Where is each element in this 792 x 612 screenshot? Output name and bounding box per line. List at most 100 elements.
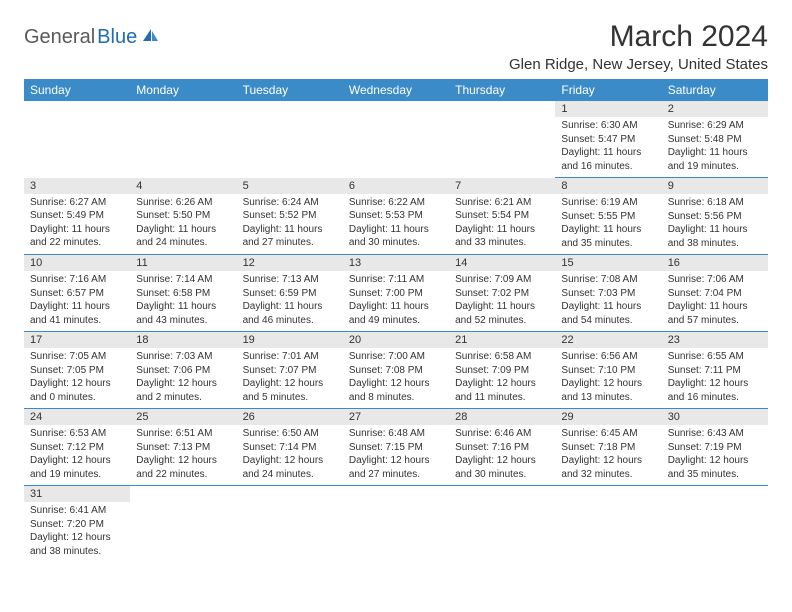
day-number: 13 xyxy=(343,255,449,271)
day-data: Sunrise: 7:16 AMSunset: 6:57 PMDaylight:… xyxy=(24,271,130,331)
logo-text-general: General xyxy=(24,26,95,49)
day-daylight: Daylight: 11 hours and 38 minutes. xyxy=(668,223,762,250)
day-daylight: Daylight: 11 hours and 27 minutes. xyxy=(243,223,337,250)
day-sunrise: Sunrise: 6:53 AM xyxy=(30,427,124,441)
day-daylight: Daylight: 11 hours and 19 minutes. xyxy=(668,146,762,173)
day-number: 23 xyxy=(662,332,768,348)
day-number: 2 xyxy=(662,101,768,117)
day-sunset: Sunset: 7:04 PM xyxy=(668,287,762,301)
day-daylight: Daylight: 11 hours and 54 minutes. xyxy=(561,300,655,327)
day-number: 3 xyxy=(24,178,130,194)
day-daylight: Daylight: 12 hours and 30 minutes. xyxy=(455,454,549,481)
calendar-cell xyxy=(237,486,343,563)
header: General Blue March 2024 Glen Ridge, New … xyxy=(24,20,768,73)
day-number: 26 xyxy=(237,409,343,425)
day-data: Sunrise: 6:48 AMSunset: 7:15 PMDaylight:… xyxy=(343,425,449,485)
calendar-cell: 16Sunrise: 7:06 AMSunset: 7:04 PMDayligh… xyxy=(662,255,768,332)
day-daylight: Daylight: 12 hours and 11 minutes. xyxy=(455,377,549,404)
weekday-header: Monday xyxy=(130,79,236,101)
day-sunset: Sunset: 7:13 PM xyxy=(136,441,230,455)
day-data: Sunrise: 6:18 AMSunset: 5:56 PMDaylight:… xyxy=(662,194,768,254)
calendar-cell xyxy=(449,101,555,178)
day-daylight: Daylight: 11 hours and 30 minutes. xyxy=(349,223,443,250)
calendar-cell: 19Sunrise: 7:01 AMSunset: 7:07 PMDayligh… xyxy=(237,332,343,409)
day-daylight: Daylight: 11 hours and 43 minutes. xyxy=(136,300,230,327)
day-daylight: Daylight: 12 hours and 2 minutes. xyxy=(136,377,230,404)
calendar-cell: 29Sunrise: 6:45 AMSunset: 7:18 PMDayligh… xyxy=(555,409,661,486)
day-data: Sunrise: 6:50 AMSunset: 7:14 PMDaylight:… xyxy=(237,425,343,485)
calendar-row: 3Sunrise: 6:27 AMSunset: 5:49 PMDaylight… xyxy=(24,178,768,255)
day-data: Sunrise: 6:22 AMSunset: 5:53 PMDaylight:… xyxy=(343,194,449,254)
calendar-row: 31Sunrise: 6:41 AMSunset: 7:20 PMDayligh… xyxy=(24,486,768,563)
day-data: Sunrise: 7:08 AMSunset: 7:03 PMDaylight:… xyxy=(555,271,661,331)
day-daylight: Daylight: 11 hours and 22 minutes. xyxy=(30,223,124,250)
day-sunset: Sunset: 5:47 PM xyxy=(561,133,655,147)
day-sunrise: Sunrise: 6:41 AM xyxy=(30,504,124,518)
title-block: March 2024 Glen Ridge, New Jersey, Unite… xyxy=(509,20,768,73)
day-data: Sunrise: 6:26 AMSunset: 5:50 PMDaylight:… xyxy=(130,194,236,254)
day-daylight: Daylight: 12 hours and 24 minutes. xyxy=(243,454,337,481)
day-number: 12 xyxy=(237,255,343,271)
day-sunset: Sunset: 7:18 PM xyxy=(561,441,655,455)
calendar-cell: 7Sunrise: 6:21 AMSunset: 5:54 PMDaylight… xyxy=(449,178,555,255)
calendar-cell: 1Sunrise: 6:30 AMSunset: 5:47 PMDaylight… xyxy=(555,101,661,178)
day-sunrise: Sunrise: 7:09 AM xyxy=(455,273,549,287)
day-daylight: Daylight: 12 hours and 16 minutes. xyxy=(668,377,762,404)
day-sunset: Sunset: 7:16 PM xyxy=(455,441,549,455)
day-sunset: Sunset: 7:10 PM xyxy=(561,364,655,378)
day-sunrise: Sunrise: 6:27 AM xyxy=(30,196,124,210)
day-data: Sunrise: 6:21 AMSunset: 5:54 PMDaylight:… xyxy=(449,194,555,254)
calendar-cell: 24Sunrise: 6:53 AMSunset: 7:12 PMDayligh… xyxy=(24,409,130,486)
calendar-cell xyxy=(24,101,130,178)
day-sunset: Sunset: 7:20 PM xyxy=(30,518,124,532)
day-sunset: Sunset: 5:48 PM xyxy=(668,133,762,147)
calendar-cell: 15Sunrise: 7:08 AMSunset: 7:03 PMDayligh… xyxy=(555,255,661,332)
day-daylight: Daylight: 11 hours and 41 minutes. xyxy=(30,300,124,327)
day-number: 27 xyxy=(343,409,449,425)
day-data: Sunrise: 7:00 AMSunset: 7:08 PMDaylight:… xyxy=(343,348,449,408)
day-number: 1 xyxy=(555,101,661,117)
calendar-cell xyxy=(343,101,449,178)
calendar-cell: 31Sunrise: 6:41 AMSunset: 7:20 PMDayligh… xyxy=(24,486,130,563)
weekday-header-row: Sunday Monday Tuesday Wednesday Thursday… xyxy=(24,79,768,101)
logo-sail-icon xyxy=(141,27,161,48)
day-data: Sunrise: 6:19 AMSunset: 5:55 PMDaylight:… xyxy=(555,194,661,254)
day-number: 24 xyxy=(24,409,130,425)
day-data: Sunrise: 7:11 AMSunset: 7:00 PMDaylight:… xyxy=(343,271,449,331)
day-sunrise: Sunrise: 6:46 AM xyxy=(455,427,549,441)
day-sunrise: Sunrise: 7:01 AM xyxy=(243,350,337,364)
weekday-header: Sunday xyxy=(24,79,130,101)
calendar-row: 24Sunrise: 6:53 AMSunset: 7:12 PMDayligh… xyxy=(24,409,768,486)
calendar-cell xyxy=(662,486,768,563)
day-number: 7 xyxy=(449,178,555,194)
day-data: Sunrise: 7:13 AMSunset: 6:59 PMDaylight:… xyxy=(237,271,343,331)
day-daylight: Daylight: 12 hours and 32 minutes. xyxy=(561,454,655,481)
day-daylight: Daylight: 11 hours and 57 minutes. xyxy=(668,300,762,327)
day-number: 20 xyxy=(343,332,449,348)
day-number: 25 xyxy=(130,409,236,425)
day-number: 11 xyxy=(130,255,236,271)
calendar-cell: 20Sunrise: 7:00 AMSunset: 7:08 PMDayligh… xyxy=(343,332,449,409)
calendar-row: 10Sunrise: 7:16 AMSunset: 6:57 PMDayligh… xyxy=(24,255,768,332)
day-number: 17 xyxy=(24,332,130,348)
day-data: Sunrise: 7:01 AMSunset: 7:07 PMDaylight:… xyxy=(237,348,343,408)
day-number: 21 xyxy=(449,332,555,348)
day-sunrise: Sunrise: 7:16 AM xyxy=(30,273,124,287)
calendar-cell xyxy=(130,486,236,563)
day-daylight: Daylight: 11 hours and 33 minutes. xyxy=(455,223,549,250)
day-sunrise: Sunrise: 6:50 AM xyxy=(243,427,337,441)
weekday-header: Wednesday xyxy=(343,79,449,101)
day-data: Sunrise: 7:14 AMSunset: 6:58 PMDaylight:… xyxy=(130,271,236,331)
calendar-cell xyxy=(237,101,343,178)
day-sunset: Sunset: 5:49 PM xyxy=(30,209,124,223)
day-sunset: Sunset: 5:56 PM xyxy=(668,210,762,224)
day-sunrise: Sunrise: 7:05 AM xyxy=(30,350,124,364)
day-number: 9 xyxy=(662,178,768,194)
day-sunrise: Sunrise: 6:21 AM xyxy=(455,196,549,210)
day-sunrise: Sunrise: 6:48 AM xyxy=(349,427,443,441)
day-sunset: Sunset: 5:53 PM xyxy=(349,209,443,223)
day-data: Sunrise: 7:03 AMSunset: 7:06 PMDaylight:… xyxy=(130,348,236,408)
day-sunset: Sunset: 7:02 PM xyxy=(455,287,549,301)
day-daylight: Daylight: 11 hours and 16 minutes. xyxy=(561,146,655,173)
day-daylight: Daylight: 12 hours and 13 minutes. xyxy=(561,377,655,404)
